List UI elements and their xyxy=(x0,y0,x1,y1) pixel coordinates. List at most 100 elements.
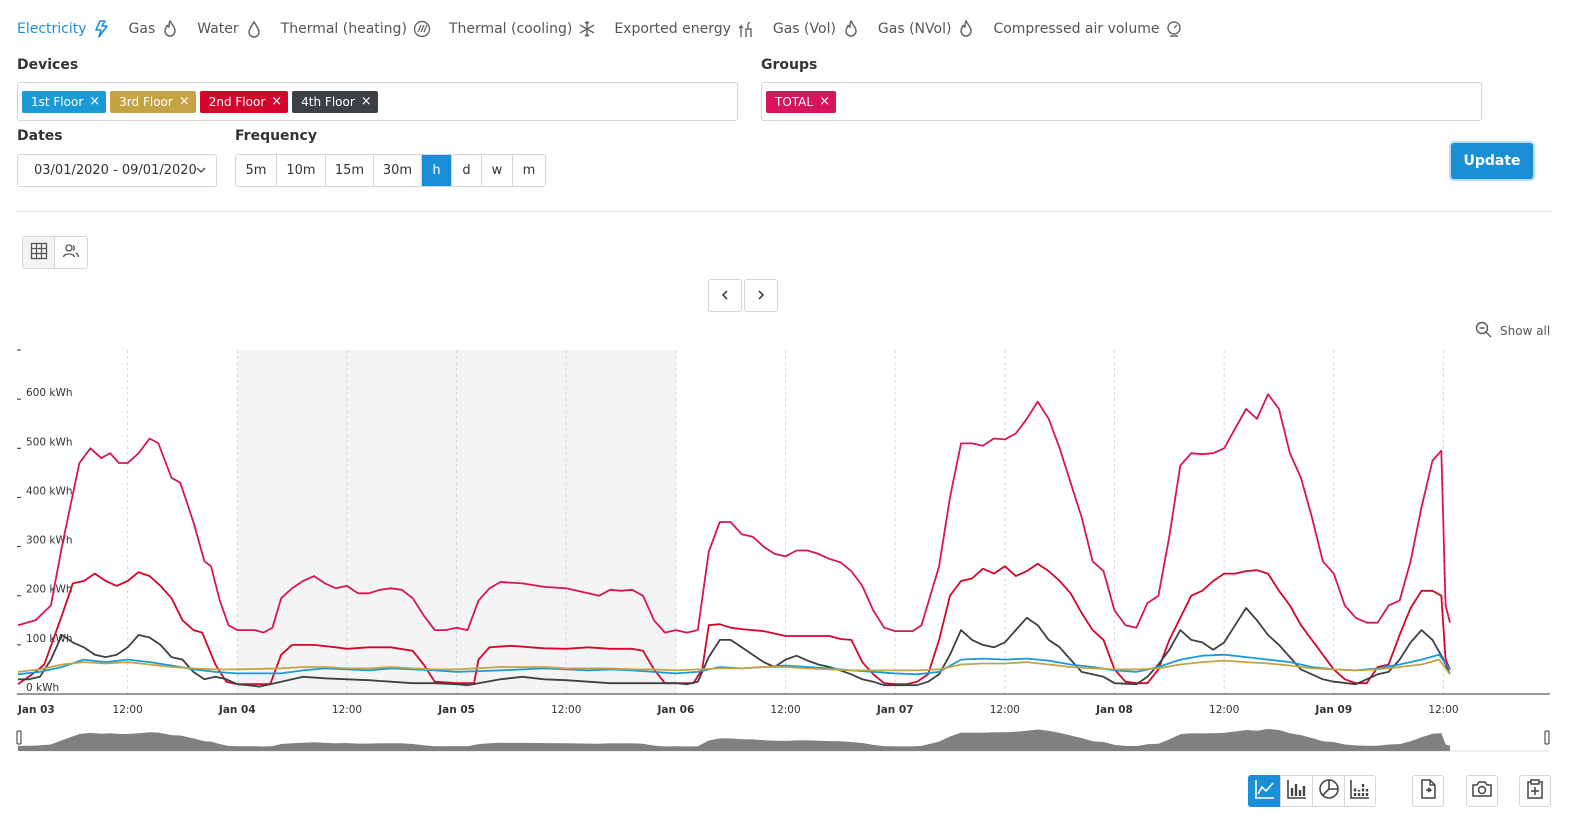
users-icon xyxy=(62,242,80,264)
series-line-3rd-floor xyxy=(17,658,1451,675)
y-tick-label: 0 kWh xyxy=(26,682,59,694)
remove-icon[interactable]: × xyxy=(178,94,190,109)
tag-label: 2nd Floor xyxy=(208,94,266,109)
camera-icon xyxy=(1471,779,1493,803)
freq-10m[interactable]: 10m xyxy=(277,155,326,186)
navigator-handle-left xyxy=(16,730,22,745)
show-all-button[interactable]: Show all xyxy=(1475,321,1550,341)
view-toggle xyxy=(22,236,88,269)
y-tick-label: 300 kWh xyxy=(26,535,73,547)
tab-label: Thermal (cooling) xyxy=(448,21,573,37)
tab-electricity[interactable]: Electricity xyxy=(17,18,111,40)
x-tick-label: 12:00 xyxy=(551,704,581,716)
y-tick-label: 200 kWh xyxy=(26,584,73,596)
frequency-label: Frequency xyxy=(235,128,317,144)
tab-compressed-air[interactable]: Compressed air volume xyxy=(993,18,1183,40)
chart-type-selector xyxy=(1248,775,1376,807)
device-tag[interactable]: 1st Floor × xyxy=(22,90,107,113)
x-tick-label: Jan 08 xyxy=(1095,704,1133,716)
gauge-icon xyxy=(1165,20,1183,38)
drop-icon xyxy=(245,20,263,38)
tab-exported-energy[interactable]: Exported energy xyxy=(614,18,755,40)
x-tick-label: Jan 03 xyxy=(17,704,55,716)
navigator-handle-right xyxy=(1544,730,1550,745)
tab-label: Exported energy xyxy=(614,21,731,37)
x-tick-label: 12:00 xyxy=(1209,704,1239,716)
freq-30m[interactable]: 30m xyxy=(374,155,422,186)
tag-label: 4th Floor xyxy=(301,94,355,109)
snowflake-icon xyxy=(578,20,596,38)
copy-to-clipboard-button[interactable] xyxy=(1519,775,1551,807)
tag-label: 3rd Floor xyxy=(119,94,173,109)
group-tag[interactable]: TOTAL × xyxy=(766,90,836,113)
x-tick-label: Jan 05 xyxy=(437,704,475,716)
x-tick-label: Jan 07 xyxy=(876,704,914,716)
tab-label: Water xyxy=(197,21,239,37)
pie-chart-icon xyxy=(1318,778,1340,804)
stacked-chart-button[interactable] xyxy=(1344,775,1376,807)
remove-icon[interactable]: × xyxy=(271,94,283,109)
device-tag[interactable]: 2nd Floor × xyxy=(199,90,289,113)
series-line-1st-floor xyxy=(17,653,1451,676)
date-range-picker[interactable]: 03/01/2020 - 09/01/2020 xyxy=(17,154,217,187)
device-tag[interactable]: 3rd Floor × xyxy=(110,90,196,113)
x-tick-label: Jan 06 xyxy=(657,704,695,716)
tab-label: Gas xyxy=(128,21,156,37)
groups-select[interactable]: TOTAL × xyxy=(761,82,1482,121)
line-chart-icon xyxy=(1254,778,1276,804)
tab-label: Gas (Vol) xyxy=(772,21,836,37)
grid-view-button[interactable] xyxy=(23,237,55,268)
bar-chart-button[interactable] xyxy=(1280,775,1312,807)
freq-15m[interactable]: 15m xyxy=(326,155,374,186)
freq-w[interactable]: w xyxy=(482,155,513,186)
weekend-band xyxy=(237,350,676,694)
freq-5m[interactable]: 5m xyxy=(236,155,277,186)
y-tick-label: 400 kWh xyxy=(26,485,73,497)
x-tick-label: 12:00 xyxy=(113,704,143,716)
tab-thermal-heating[interactable]: Thermal (heating) xyxy=(281,18,431,40)
bolt-icon xyxy=(93,20,111,38)
date-range-value: 03/01/2020 - 09/01/2020 xyxy=(34,163,197,178)
x-tick-label: 12:00 xyxy=(990,704,1020,716)
tab-label: Electricity xyxy=(17,21,87,37)
stacked-bar-icon xyxy=(1349,778,1371,804)
x-tick-label: 12:00 xyxy=(1428,704,1458,716)
y-tick-label: 100 kWh xyxy=(26,633,73,645)
tab-thermal-cooling[interactable]: Thermal (cooling) xyxy=(449,18,596,40)
tab-gas-vol[interactable]: Gas (Vol) xyxy=(773,18,860,40)
device-tag[interactable]: 4th Floor × xyxy=(292,90,378,113)
x-tick-label: Jan 09 xyxy=(1314,704,1352,716)
devices-label: Devices xyxy=(17,57,79,73)
tab-gas[interactable]: Gas xyxy=(129,18,180,40)
remove-icon[interactable]: × xyxy=(89,94,101,109)
tab-water[interactable]: Water xyxy=(197,18,262,40)
bar-chart-icon xyxy=(1286,778,1308,804)
tab-gas-nvol[interactable]: Gas (NVol) xyxy=(878,18,976,40)
freq-h[interactable]: h xyxy=(422,155,452,186)
screenshot-button[interactable] xyxy=(1466,775,1498,807)
dates-label: Dates xyxy=(17,128,63,144)
zoom-out-icon xyxy=(1475,321,1492,341)
group-view-button[interactable] xyxy=(55,237,87,268)
remove-icon[interactable]: × xyxy=(819,94,830,109)
line-chart-button[interactable] xyxy=(1248,775,1280,807)
energy-tabs: Electricity Gas Water Thermal (heating) … xyxy=(17,18,1201,40)
update-button[interactable]: Update xyxy=(1451,143,1533,179)
freq-m[interactable]: m xyxy=(513,155,545,186)
export-pdf-button[interactable] xyxy=(1412,775,1444,807)
devices-select[interactable]: 1st Floor × 3rd Floor × 2nd Floor × 4th Flo… xyxy=(17,82,738,121)
freq-d[interactable]: d xyxy=(452,155,482,186)
grid-icon xyxy=(30,242,48,264)
y-tick-label: 600 kWh xyxy=(26,387,73,399)
prev-period-button[interactable] xyxy=(708,279,742,312)
pie-chart-button[interactable] xyxy=(1312,775,1344,807)
y-tick-label: 500 kWh xyxy=(26,436,73,448)
chevron-right-icon xyxy=(755,286,767,305)
next-period-button[interactable] xyxy=(744,279,778,312)
export-icon xyxy=(737,20,755,38)
remove-icon[interactable]: × xyxy=(360,94,372,109)
tag-label: TOTAL xyxy=(775,94,814,109)
flame-icon xyxy=(842,20,860,38)
energy-line-chart[interactable]: 0 kWh 100 kWh 200 kWh 300 kWh 400 kWh 500 kWh… xyxy=(0,340,1583,760)
frequency-selector: 5m 10m 15m 30m h d w m xyxy=(235,154,546,187)
